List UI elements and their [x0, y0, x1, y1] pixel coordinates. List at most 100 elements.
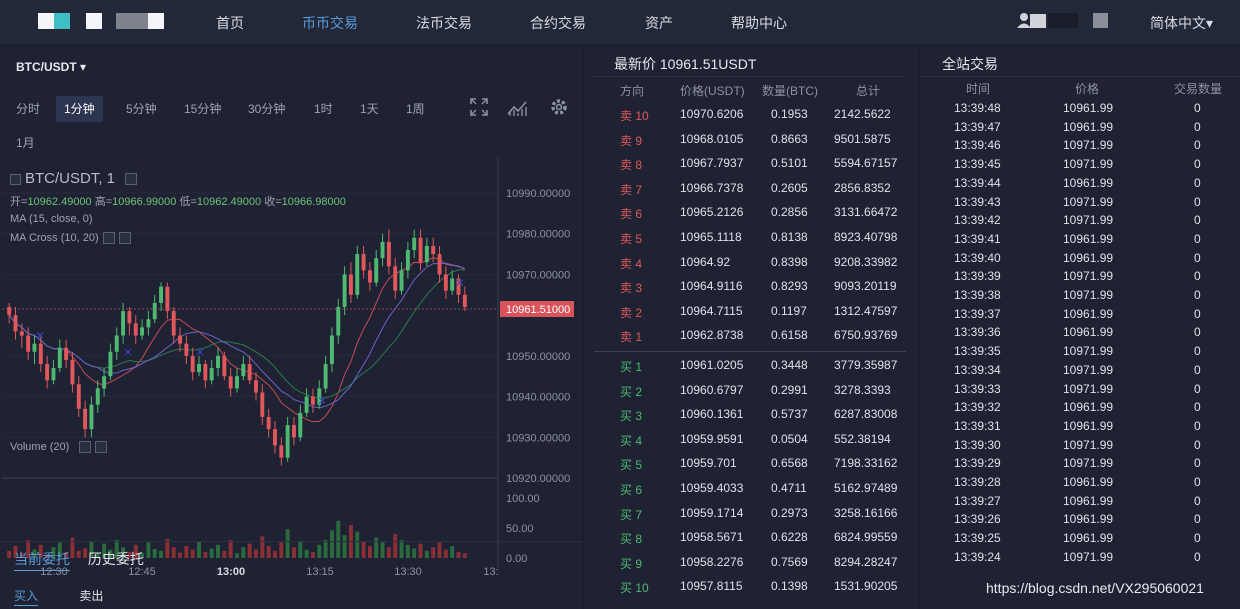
volume-bar [393, 534, 398, 558]
side-cell: 卖 3 [620, 281, 643, 296]
volume-bar [121, 547, 126, 558]
nav-item-5[interactable]: 帮助中心 [731, 15, 787, 31]
ask-order-row[interactable]: 卖 6 10965.2126 0.2856 3131.66472 [584, 200, 918, 224]
volume-bar [367, 546, 372, 558]
ask-order-row[interactable]: 卖 5 10965.1118 0.8138 8923.40798 [584, 225, 918, 249]
interval-tab-8[interactable]: 1月 [16, 136, 35, 150]
nav-item-3[interactable]: 合约交易 [530, 15, 586, 31]
candle [285, 425, 290, 458]
price-cell: 10971.99 [1063, 381, 1114, 396]
language-selector[interactable]: 简体中文▾ [1150, 15, 1214, 31]
ask-order-row[interactable]: 卖 10 10970.6206 0.1953 2142.5622 [584, 102, 918, 126]
orderbook-panel: 最新价 10961.51USDT 方向 价格(USDT) 数量(BTC) 总计 … [584, 46, 918, 609]
side-cell: 买 4 [620, 433, 643, 448]
volume-bar [114, 540, 119, 558]
settings-gear-icon[interactable] [548, 96, 570, 118]
bid-order-row[interactable]: 买 7 10959.1714 0.2973 3258.16166 [584, 501, 918, 525]
price-cell: 10971.99 [1063, 344, 1114, 359]
indicators-icon[interactable] [506, 96, 528, 118]
fullscreen-icon[interactable] [468, 96, 490, 118]
nav-item-2[interactable]: 法币交易 [416, 15, 472, 31]
side-cell: 卖 4 [620, 256, 643, 271]
nav-item-4[interactable]: 资产 [645, 15, 673, 31]
amount-cell: 0 [1194, 400, 1201, 415]
bid-order-row[interactable]: 买 3 10960.1361 0.5737 6287.83008 [584, 402, 918, 426]
ask-order-row[interactable]: 卖 3 10964.9116 0.8293 9093.20119 [584, 274, 918, 298]
price-cell: 10971.99 [1063, 549, 1114, 564]
volume-bar [450, 546, 455, 558]
price-cell: 10959.1714 [680, 505, 744, 520]
bid-order-row[interactable]: 买 4 10959.9591 0.0504 552.38194 [584, 427, 918, 451]
side-cell: 买 8 [620, 532, 643, 547]
bid-order-row[interactable]: 买 10 10957.8115 0.1398 1531.90205 [584, 574, 918, 598]
volume-close-icon[interactable] [95, 441, 108, 454]
bid-order-row[interactable]: 买 6 10959.4033 0.4711 5162.97489 [584, 476, 918, 500]
interval-tab-1[interactable]: 1分钟 [56, 96, 103, 122]
user-menu-square[interactable] [1093, 13, 1108, 28]
macross-settings-icon[interactable] [102, 232, 115, 245]
tab-sell[interactable]: 卖出 [79, 589, 104, 603]
volume-tick-label: 0.00 [506, 553, 527, 565]
volume-bar [108, 549, 113, 558]
bid-order-row[interactable]: 买 2 10960.6797 0.2991 3278.3393 [584, 378, 918, 402]
ask-order-row[interactable]: 卖 9 10968.0105 0.8663 9501.5875 [584, 127, 918, 151]
candle [374, 258, 379, 283]
volume-settings-icon[interactable] [79, 441, 92, 454]
price-cell: 10971.99 [1063, 288, 1114, 302]
collapse-icon[interactable] [10, 173, 21, 185]
ask-order-row[interactable]: 卖 4 10964.92 0.8398 9208.33982 [584, 250, 918, 274]
macross-close-icon[interactable] [118, 232, 131, 245]
ask-order-row[interactable]: 卖 8 10967.7937 0.5101 5594.67157 [584, 151, 918, 175]
amount-cell: 0.4711 [771, 481, 807, 495]
time-tick-label: 13:15 [306, 566, 334, 578]
price-cell: 10961.99 [1063, 400, 1114, 415]
ask-order-row[interactable]: 卖 7 10966.7378 0.2605 2856.8352 [584, 176, 918, 200]
candle [279, 445, 284, 458]
amount-cell: 0 [1194, 344, 1201, 359]
interval-tab-0[interactable]: 分时 [16, 102, 41, 116]
amount-cell: 0 [1194, 288, 1201, 302]
kline-chart[interactable]: ✕ ✕ ✕ ✕ ✕ 10990.00000 10980.00000 10970.00000 10… [0, 158, 582, 583]
order-side-tabs: 买入 卖出 [14, 587, 104, 606]
tab-order-history[interactable]: 历史委托 [87, 551, 144, 567]
user-avatar-icon[interactable] [1016, 12, 1046, 28]
interval-tab-5[interactable]: 1时 [314, 102, 333, 116]
candle [247, 364, 252, 381]
side-cell: 买 6 [620, 483, 643, 497]
time-cell: 13:39:32 [954, 400, 1001, 415]
nav-item-0[interactable]: 首页 [216, 15, 244, 31]
bid-order-row[interactable]: 买 1 10961.0205 0.3448 3779.35987 [584, 353, 918, 377]
total-cell: 7198.33162 [834, 456, 898, 471]
candle [380, 241, 385, 259]
interval-tab-2[interactable]: 5分钟 [126, 102, 157, 116]
volume-bar [51, 547, 56, 558]
candle [121, 311, 126, 336]
pair-selector[interactable]: BTC/USDT ▾ [16, 60, 87, 74]
price-cell: 10962.8738 [680, 328, 744, 343]
candle [32, 343, 37, 352]
interval-tab-4[interactable]: 30分钟 [248, 102, 286, 116]
orderbook-header-amount: 数量(BTC) [762, 84, 818, 98]
volume-bar [310, 552, 315, 558]
tab-current-orders[interactable]: 当前委托 [14, 551, 70, 571]
tab-buy[interactable]: 买入 [14, 589, 39, 606]
logo[interactable] [38, 13, 70, 29]
volume-bar [329, 530, 334, 558]
volume-bar [462, 553, 467, 558]
interval-tab-3[interactable]: 15分钟 [184, 102, 222, 116]
bid-order-row[interactable]: 买 5 10959.701 0.6568 7198.33162 [584, 451, 918, 475]
orderbook-header-total: 总计 [856, 84, 881, 98]
nav-item-1[interactable]: 币币交易 [302, 15, 358, 31]
candle [399, 270, 404, 291]
ask-order-row[interactable]: 卖 1 10962.8738 0.6158 6750.93769 [584, 323, 918, 347]
chart-settings-icon[interactable] [125, 173, 138, 186]
price-cell: 10971.99 [1063, 157, 1114, 172]
bid-order-row[interactable]: 买 9 10958.2276 0.7569 8294.28247 [584, 550, 918, 574]
volume-bar [89, 541, 94, 558]
amount-cell: 0.5737 [771, 407, 808, 422]
bid-order-row[interactable]: 买 8 10958.5671 0.6228 6824.99559 [584, 525, 918, 549]
time-cell: 13:39:36 [954, 325, 1001, 340]
interval-tab-7[interactable]: 1周 [406, 102, 425, 116]
interval-tab-6[interactable]: 1天 [360, 102, 379, 116]
ask-order-row[interactable]: 卖 2 10964.7115 0.1197 1312.47597 [584, 299, 918, 323]
